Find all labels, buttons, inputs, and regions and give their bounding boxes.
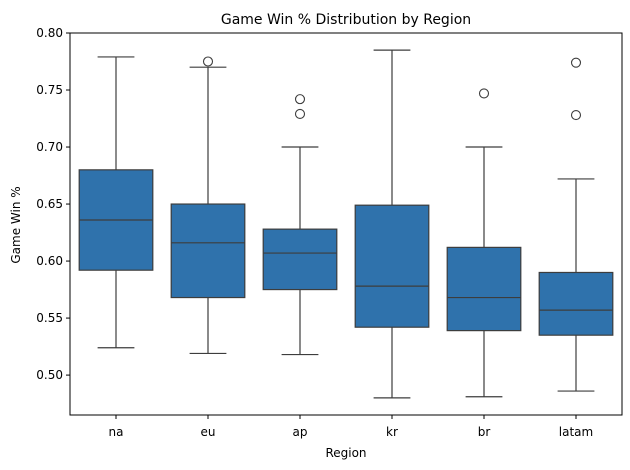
box-br bbox=[446, 246, 522, 332]
plot-frame bbox=[69, 32, 623, 416]
x-tick-label-latam: latam bbox=[559, 425, 593, 439]
y-tick-label: 0.50 bbox=[36, 368, 63, 382]
outlier-latam-1 bbox=[570, 110, 582, 121]
y-tick-label: 0.75 bbox=[36, 83, 63, 97]
y-tick-label: 0.80 bbox=[36, 26, 63, 40]
x-tick-label-br: br bbox=[478, 425, 491, 439]
y-tick-label: 0.70 bbox=[36, 140, 63, 154]
outlier-latam-2 bbox=[570, 57, 582, 68]
box-latam bbox=[538, 271, 614, 336]
y-tick-label: 0.65 bbox=[36, 197, 63, 211]
box-kr bbox=[354, 204, 430, 328]
y-tick-label: 0.60 bbox=[36, 254, 63, 268]
box-eu bbox=[170, 203, 246, 299]
outlier-eu-1 bbox=[202, 56, 214, 67]
x-axis-title: Region bbox=[325, 446, 366, 460]
x-tick-label-kr: kr bbox=[386, 425, 398, 439]
y-tick-label: 0.55 bbox=[36, 311, 63, 325]
box-ap bbox=[262, 228, 338, 291]
outlier-ap-1 bbox=[294, 108, 306, 120]
x-tick-label-na: na bbox=[109, 425, 124, 439]
y-axis-title: Game Win % bbox=[9, 186, 23, 263]
x-tick-label-ap: ap bbox=[293, 425, 308, 439]
plot-area: 0.50 0.55 0.60 0.65 0.70 0.75 0.80 na eu ap kr br la… bbox=[36, 26, 623, 439]
chart-title: Game Win % Distribution by Region bbox=[221, 12, 471, 28]
outlier-br-1 bbox=[478, 88, 490, 99]
outlier-ap-2 bbox=[294, 94, 306, 105]
x-tick-label-eu: eu bbox=[201, 425, 216, 439]
